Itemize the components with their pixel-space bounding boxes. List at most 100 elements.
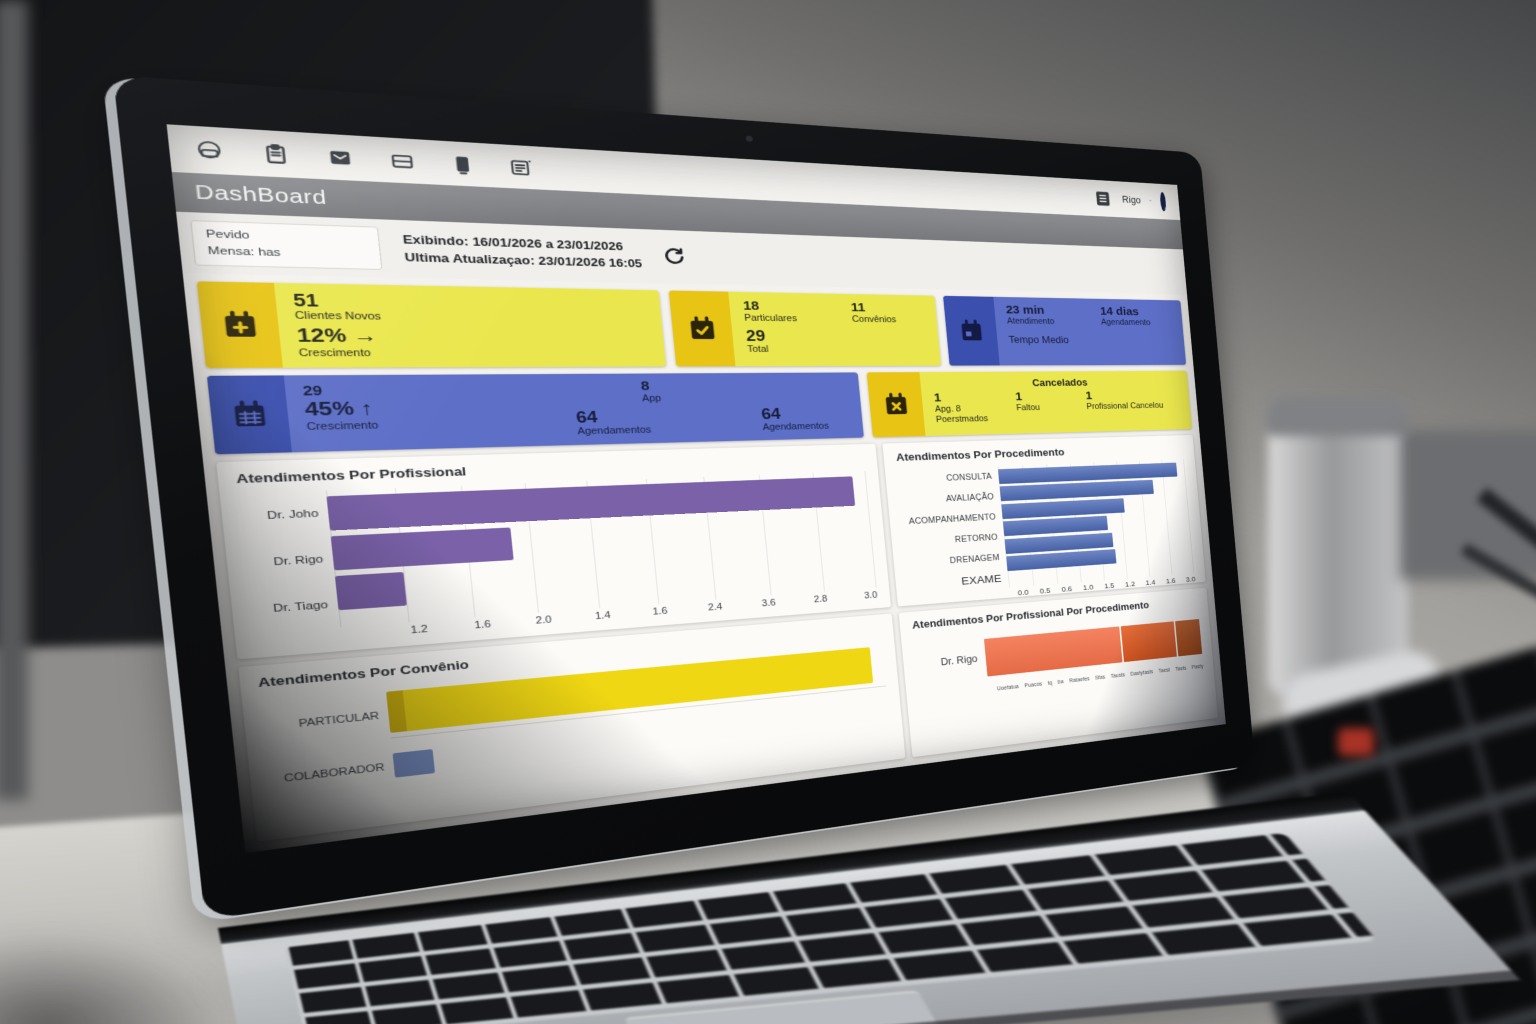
charts-grid: Atendimentos Por Profissional Dr. Joho D… [216,434,1219,842]
cards-row-1: 51 Clientes Novos 12% → Crescimento [196,281,1187,368]
atendimento-value: 23 min [1005,303,1045,317]
x-tick: tq [1047,680,1053,687]
x-tick: Puacos [1024,681,1043,689]
x-tick: 1.0 [1082,583,1094,593]
agendamentos-right-label: Agendamentos [762,421,830,433]
x-tick: Sfas [1094,674,1106,682]
card-body: 29 45% ↑ Crescimento 64 Agendamentos 8 A… [284,372,864,452]
x-tick: Tausts [1110,672,1126,680]
x-tick: 1.2 [1124,580,1136,589]
agendamentos-mid-label: Agendamentos [576,424,652,437]
tempo-columns: 23 min Atendimento 14 dias Agendamento [1005,303,1172,328]
period-filter-box[interactable]: Pevido Mensa: has [190,220,383,270]
x-tick: 0.6 [1061,584,1073,595]
convenios-label: Convênios [851,314,897,325]
cancelados-item-2: 1 Faltou [1015,389,1088,423]
agendamentos-right: 64 Agendamentos [761,405,830,434]
tempo-col1: 23 min Atendimento [1005,303,1055,327]
avatar[interactable] [1159,191,1167,212]
x-tick: 2.0 [535,614,553,627]
x-tick: Rataefes [1069,676,1090,684]
convenios-value: 11 [850,300,866,315]
card-icon-strip [943,295,1000,366]
bar [326,476,855,531]
card-icon-strip [668,290,736,367]
period-filter-line2: Mensa: has [207,245,282,259]
cancelados-title: Cancelados [1031,377,1089,389]
atendimento-label: Atendimento [1006,316,1055,327]
toolbar-icon-group [192,137,536,179]
x-tick: 1.6 [1165,576,1176,586]
bar-segment [983,626,1123,677]
calendar-icon [956,317,987,341]
user-area: Rigo [1092,188,1167,212]
card-clientes-novos: 51 Clientes Novos 12% → Crescimento [196,281,667,368]
chart-body: Dr. Joho Dr. Rigo Dr. Tiago [238,470,877,634]
phone-icon[interactable] [447,152,478,176]
card-icon[interactable] [386,148,418,173]
background-wall-edge [0,0,28,800]
chart-atendimentos-por-profissional-por-procedimento: Atendimentos Por Profissional Por Proced… [898,587,1219,758]
clipboard-icon[interactable] [259,141,293,167]
x-tick: 1.6 [652,605,669,618]
card-consultas: 18 Particulares 11 Convênios 29 To [668,290,942,367]
x-tick: 3.0 [1185,575,1196,585]
y-label: PARTICULAR [298,710,380,730]
calendar-grid-icon [226,398,273,432]
calendar-plus-icon [217,308,257,341]
bar-segment [1175,618,1203,657]
cancelados-item-1: 1 Apg. 8 Poerstmados [933,390,1017,425]
x-tick: 1.4 [1145,578,1156,588]
red-object [1338,728,1374,756]
card-icon-strip [206,375,292,455]
x-tick: 0.5 [1039,586,1051,596]
tempo-col2: 14 dias Agendamento [1100,305,1151,328]
x-tick: 0.0 [1017,588,1029,598]
user-menu-label[interactable]: Rigo [1121,194,1142,206]
chart-atendimentos-por-procedimento: Atendimentos Por Procedimento CONSULTA A… [882,434,1206,607]
consultas-columns: 18 Particulares 11 Convênios [742,299,925,326]
form-icon[interactable] [505,155,535,179]
card-body: 18 Particulares 11 Convênios 29 To [728,292,941,367]
x-tick: Pasfy [1191,664,1204,671]
x-tick: 1.6 [473,618,492,632]
agendamentos-app: 8 App [640,379,662,405]
inbox-icon[interactable] [324,145,357,170]
plot-area [997,459,1195,588]
particulares-value: 18 [742,298,760,314]
face-mask-icon[interactable] [192,137,227,163]
laptop-screen: Rigo DashBoard Pevido Mensa: has [113,75,1256,921]
dashboard-app: Rigo DashBoard Pevido Mensa: has [166,124,1226,854]
bar [999,479,1154,502]
document-icon[interactable] [1092,188,1114,209]
y-axis-labels: CONSULTA AVALIAÇÃO ACOMPANHAMENTO RETORN… [897,466,1009,595]
x-tick: 1.4 [594,610,612,622]
cancelados-item1-sub: Poerstmados [935,413,989,425]
background-cylinder-object [1268,396,1408,696]
page-title: DashBoard [193,181,328,209]
agendamentos-mid: 64 Agendamentos [575,407,652,437]
calendar-x-icon [880,391,912,419]
clientes-novos-growth: 12% → [295,325,379,347]
x-tick: 2.8 [813,593,828,605]
card-body: Cancelados 1 Apg. 8 Poerstmados 1 [919,371,1192,436]
webcam [745,135,753,142]
bar [334,572,407,611]
card-body: 51 Clientes Novos 12% → Crescimento [274,283,666,368]
chart-body: CONSULTA AVALIAÇÃO ACOMPANHAMENTO RETORN… [897,459,1195,595]
chevron-down-icon[interactable] [1149,198,1151,203]
calendar-check-icon [684,314,721,340]
clientes-novos-growth-label: Crescimento [298,347,372,360]
x-tick: Taest [1158,667,1171,675]
refresh-icon[interactable] [661,245,689,268]
x-tick: ba [1057,679,1064,686]
y-label: Dr. Joho [266,508,320,522]
y-label: Dr. Tiago [272,599,329,615]
agendamento-value: 14 dias [1099,304,1140,319]
x-tick: Tasts [1175,665,1187,673]
chart-row: Dr. Rigo [914,618,1203,684]
x-tick: 2.4 [707,601,724,614]
y-label: Dr. Rigo [940,653,978,668]
cancelados-items: 1 Apg. 8 Poerstmados 1 Faltou [933,388,1181,425]
